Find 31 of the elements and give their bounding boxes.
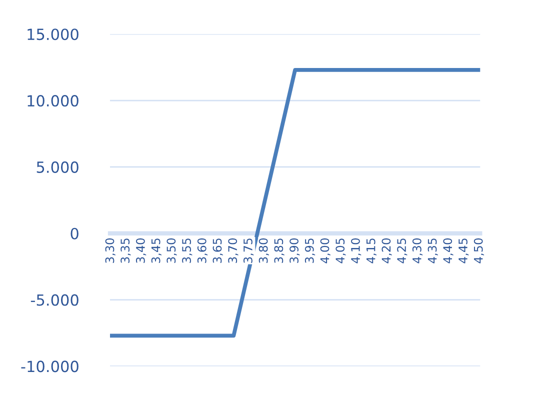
x-tick-label: 3,95: [304, 238, 316, 263]
y-tick-label: 10.000: [28, 94, 78, 107]
x-tick-label: 4,00: [320, 238, 330, 264]
x-tick-label: 3,90: [290, 238, 300, 263]
x-tick-label: 3,80: [258, 238, 269, 263]
x-tick-label: 3,30: [105, 238, 116, 263]
y-tick-label: 5.000: [36, 161, 78, 173]
x-tick-label: 3,35: [120, 238, 131, 263]
x-tick-label: 3,60: [197, 238, 208, 263]
y-tick-label: -5.000: [30, 294, 78, 306]
x-tick-label: 4,25: [397, 238, 408, 264]
y-tick-label: -10.000: [21, 360, 78, 372]
y-tick-label: 0: [70, 228, 78, 240]
x-tick-label: 3,85: [274, 238, 284, 263]
x-tick-label: 4,10: [351, 238, 362, 264]
x-tick-label: 4,40: [443, 238, 454, 264]
x-tick-label: 4,15: [366, 238, 376, 264]
x-tick-label: 3,55: [182, 238, 192, 263]
x-tick-label: 3,50: [166, 238, 177, 263]
x-tick-label: 3,40: [136, 238, 146, 263]
x-tick-label: 3,70: [228, 238, 238, 263]
x-tick-label: 4,45: [458, 238, 469, 264]
x-tick-label: 4,20: [382, 238, 392, 264]
x-tick-label: 4,35: [428, 238, 438, 264]
x-tick-label: 3,75: [243, 238, 254, 263]
x-tick-label: 4,30: [412, 238, 423, 264]
x-tick-label: 3,65: [212, 238, 223, 263]
x-tick-label: 4,05: [336, 238, 346, 264]
x-tick-label: 4,50: [474, 238, 484, 264]
x-tick-label: 3,45: [151, 238, 162, 263]
y-tick-label: 15.000: [28, 28, 78, 40]
